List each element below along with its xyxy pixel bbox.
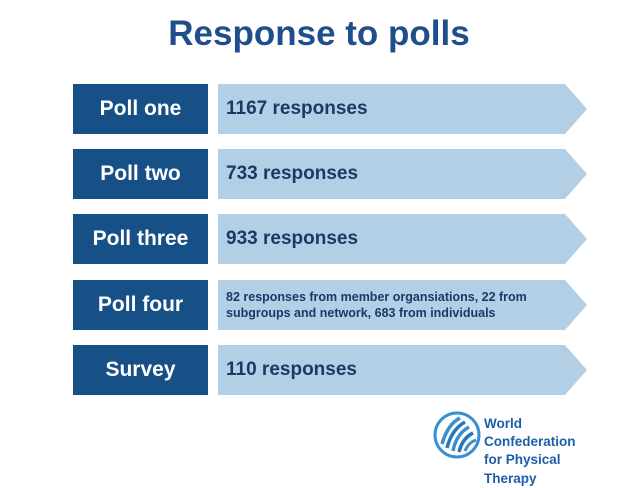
- response-text-4: 82 responses from member organsiations, …: [226, 289, 527, 320]
- response-text-5: 110 responses: [226, 359, 357, 380]
- response-text-2: 733 responses: [226, 163, 359, 184]
- logo-text: World Confederation for Physical Therapy: [484, 415, 614, 488]
- response-text-1: 1167 responses: [226, 98, 368, 119]
- slide-title: Response to polls: [168, 14, 470, 53]
- response-arrow-3: 933 responses: [218, 214, 587, 264]
- poll-row-5: Survey 110 responses: [73, 345, 587, 395]
- poll-label-4: Poll four: [73, 280, 208, 330]
- poll-label-2: Poll two: [73, 149, 208, 199]
- response-text-3: 933 responses: [226, 228, 359, 249]
- poll-row-3: Poll three 933 responses: [73, 214, 587, 264]
- poll-label-1: Poll one: [73, 84, 208, 134]
- logo-line-2: for Physical Therapy: [484, 452, 561, 486]
- poll-row-4: Poll four 82 responses from member organ…: [73, 280, 587, 330]
- response-arrow-4: 82 responses from member organsiations, …: [218, 280, 587, 330]
- response-arrow-1: 1167 responses: [218, 84, 587, 134]
- poll-row-2: Poll two 733 responses: [73, 149, 587, 199]
- wcpt-emblem-icon: [433, 411, 481, 459]
- logo-line-1: World Confederation: [484, 416, 576, 450]
- poll-label-5: Survey: [73, 345, 208, 395]
- wcpt-logo: World Confederation for Physical Therapy: [432, 410, 612, 486]
- poll-row-1: Poll one 1167 responses: [73, 84, 587, 134]
- poll-label-3: Poll three: [73, 214, 208, 264]
- response-arrow-5: 110 responses: [218, 345, 587, 395]
- response-arrow-2: 733 responses: [218, 149, 587, 199]
